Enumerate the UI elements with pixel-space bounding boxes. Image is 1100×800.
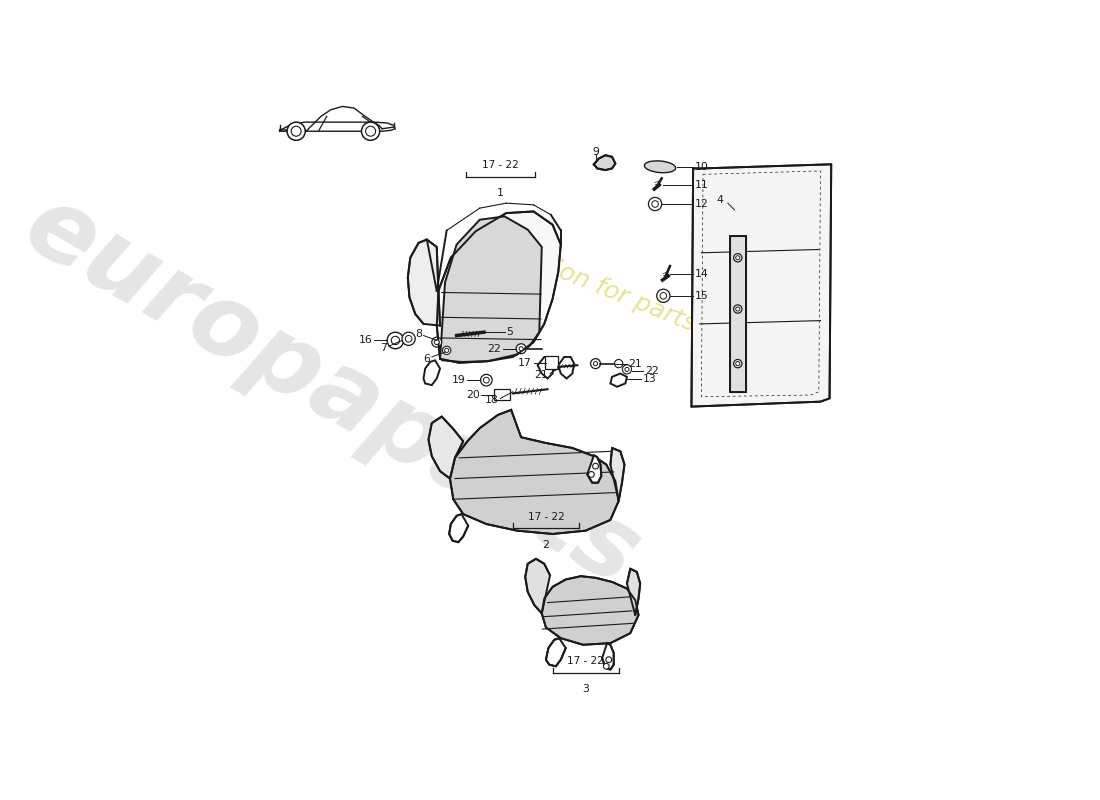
Polygon shape	[440, 217, 542, 362]
Text: 21: 21	[535, 370, 549, 380]
Circle shape	[442, 346, 451, 354]
Circle shape	[649, 198, 662, 210]
Circle shape	[736, 307, 740, 311]
Polygon shape	[559, 357, 574, 378]
Text: 1: 1	[497, 188, 504, 198]
Polygon shape	[429, 417, 463, 478]
Circle shape	[604, 663, 609, 669]
Circle shape	[594, 362, 597, 366]
Text: 22: 22	[645, 366, 659, 376]
Ellipse shape	[645, 161, 675, 173]
Circle shape	[736, 362, 740, 366]
Text: 15: 15	[695, 290, 708, 301]
Text: 10: 10	[695, 162, 708, 172]
Circle shape	[519, 346, 524, 350]
Polygon shape	[729, 236, 746, 392]
Circle shape	[623, 365, 631, 374]
Polygon shape	[525, 558, 550, 614]
Circle shape	[657, 289, 670, 302]
Text: 5: 5	[506, 327, 513, 337]
Polygon shape	[408, 239, 440, 326]
Circle shape	[392, 336, 399, 345]
Polygon shape	[587, 455, 602, 482]
Circle shape	[588, 471, 594, 478]
Text: 17: 17	[518, 358, 532, 368]
Circle shape	[516, 344, 526, 354]
Circle shape	[432, 337, 442, 347]
Polygon shape	[542, 576, 638, 645]
Text: 17 - 22: 17 - 22	[482, 160, 519, 170]
Text: 7: 7	[381, 343, 387, 353]
Circle shape	[625, 367, 629, 371]
Circle shape	[734, 254, 741, 262]
Circle shape	[434, 340, 439, 345]
Text: 14: 14	[695, 270, 708, 279]
Text: 11: 11	[695, 180, 708, 190]
Polygon shape	[610, 448, 625, 501]
Polygon shape	[602, 643, 614, 670]
Circle shape	[734, 305, 741, 313]
Polygon shape	[449, 514, 469, 542]
Polygon shape	[546, 638, 565, 666]
Text: 4: 4	[716, 195, 723, 205]
Circle shape	[660, 293, 667, 299]
Text: 9: 9	[592, 147, 600, 157]
Polygon shape	[450, 410, 618, 534]
Circle shape	[615, 359, 623, 368]
FancyBboxPatch shape	[494, 389, 510, 401]
Circle shape	[402, 332, 415, 346]
Circle shape	[734, 359, 741, 368]
Text: a passion for parts since 1985: a passion for parts since 1985	[474, 227, 833, 391]
Text: 8: 8	[415, 329, 422, 339]
Polygon shape	[692, 164, 832, 406]
Text: 21: 21	[628, 358, 642, 369]
Text: 19: 19	[452, 375, 465, 385]
Text: 20: 20	[466, 390, 480, 400]
Text: europaparts: europaparts	[7, 177, 654, 606]
Text: 17 - 22: 17 - 22	[568, 656, 604, 666]
Text: 6: 6	[424, 354, 430, 364]
Circle shape	[484, 378, 490, 383]
Circle shape	[287, 122, 306, 140]
Circle shape	[444, 348, 449, 353]
Circle shape	[405, 335, 411, 342]
Polygon shape	[437, 211, 561, 362]
Polygon shape	[538, 357, 554, 378]
Circle shape	[481, 374, 492, 386]
Circle shape	[365, 126, 375, 136]
Text: 16: 16	[359, 335, 372, 346]
Text: 2: 2	[542, 540, 549, 550]
Text: 17 - 22: 17 - 22	[528, 511, 564, 522]
Circle shape	[606, 657, 612, 662]
Circle shape	[292, 126, 301, 136]
FancyBboxPatch shape	[546, 356, 559, 370]
Circle shape	[362, 122, 380, 140]
Circle shape	[736, 256, 740, 260]
Circle shape	[593, 463, 598, 469]
Circle shape	[387, 332, 404, 349]
Text: 13: 13	[642, 374, 657, 384]
Polygon shape	[610, 374, 627, 386]
Text: 12: 12	[695, 199, 708, 209]
Circle shape	[652, 201, 659, 207]
Circle shape	[591, 358, 601, 369]
Text: 18: 18	[485, 395, 498, 405]
Polygon shape	[594, 155, 615, 170]
Polygon shape	[627, 569, 640, 615]
Polygon shape	[424, 360, 440, 385]
Text: 3: 3	[582, 685, 588, 694]
Text: 22: 22	[487, 344, 502, 354]
